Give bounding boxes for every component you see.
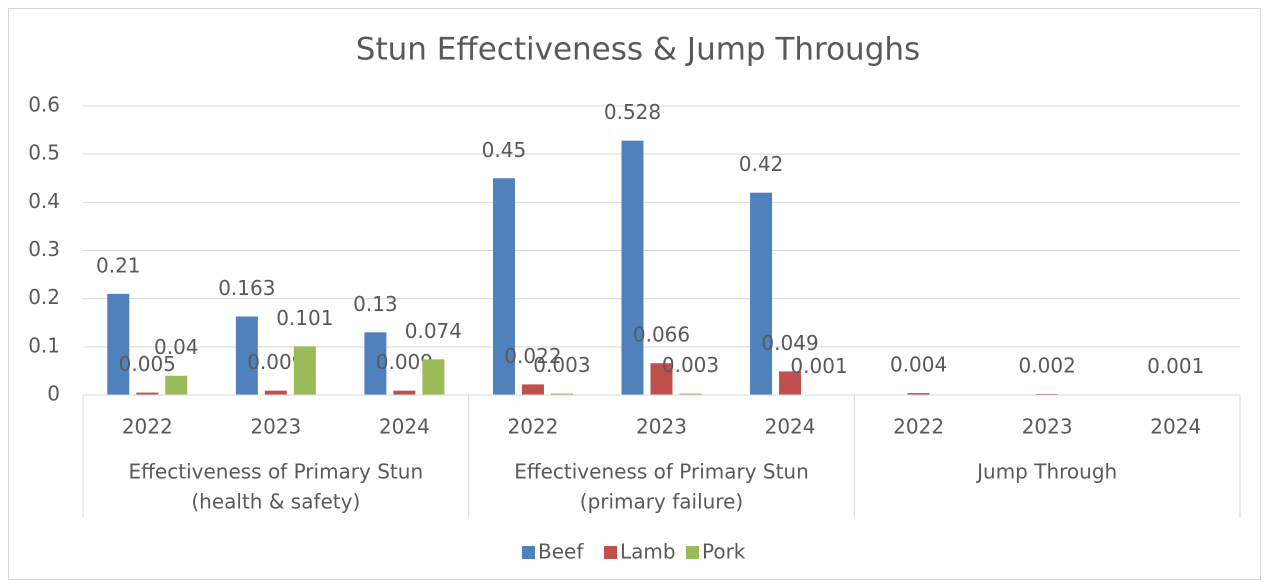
data-label: 0.049 <box>761 331 818 355</box>
data-label: 0.003 <box>662 353 719 377</box>
data-label: 0.066 <box>633 323 690 347</box>
legend-label: Beef <box>538 540 584 564</box>
bar <box>393 390 416 395</box>
data-label: 0.101 <box>276 306 333 330</box>
bar <box>107 293 130 395</box>
x-tick-label: 2024 <box>1150 415 1201 439</box>
y-tick-label: 0 <box>47 382 60 406</box>
bar <box>364 332 387 395</box>
data-label: 0.002 <box>1019 354 1076 378</box>
data-label: 0.001 <box>1147 354 1204 378</box>
y-tick-label: 0.4 <box>28 189 60 213</box>
data-label: 0.528 <box>604 100 661 124</box>
legend-label: Lamb <box>620 540 676 564</box>
bar <box>136 392 159 395</box>
data-label: 0.42 <box>739 152 784 176</box>
y-tick-label: 0.6 <box>28 93 60 117</box>
y-tick-label: 0.1 <box>28 333 60 357</box>
x-tick-label: 2022 <box>893 415 944 439</box>
data-label: 0.022 <box>504 344 561 368</box>
data-label: 0.001 <box>790 354 847 378</box>
bar <box>235 316 258 395</box>
bar <box>621 140 644 395</box>
legend-swatch <box>522 546 535 559</box>
legend-swatch <box>686 546 699 559</box>
bar <box>293 346 316 395</box>
y-tick-label: 0.3 <box>28 237 60 261</box>
data-label: 0.13 <box>353 292 398 316</box>
x-tick-label: 2023 <box>636 415 687 439</box>
chart-title: Stun Effectiveness & Jump Throughs <box>356 32 920 68</box>
x-tick-label: 2023 <box>250 415 301 439</box>
data-label: 0.163 <box>218 276 275 300</box>
group-label: Jump Through <box>975 460 1117 484</box>
y-tick-label: 0.2 <box>28 285 60 309</box>
data-label: 0.45 <box>482 138 527 162</box>
group-label: Effectiveness of Primary Stun <box>514 460 809 484</box>
x-tick-label: 2024 <box>379 415 430 439</box>
bar <box>521 384 544 395</box>
bar <box>165 375 188 395</box>
legend-label: Pork <box>702 540 746 564</box>
bar <box>750 192 773 395</box>
data-label: 0.003 <box>533 353 590 377</box>
bar <box>679 393 702 395</box>
bar <box>264 390 287 395</box>
legend-swatch <box>604 546 617 559</box>
group-label: (health & safety) <box>191 490 360 514</box>
bar <box>907 393 930 395</box>
data-label: 0.004 <box>890 353 947 377</box>
data-label: 0.21 <box>96 253 141 277</box>
bar <box>650 363 673 395</box>
bar <box>422 359 445 395</box>
y-tick-label: 0.5 <box>28 141 60 165</box>
bar <box>779 371 802 395</box>
x-tick-label: 2024 <box>765 415 816 439</box>
bar <box>492 178 515 395</box>
x-tick-label: 2022 <box>507 415 558 439</box>
data-label: 0.005 <box>119 352 176 376</box>
x-tick-label: 2022 <box>122 415 173 439</box>
bar <box>550 393 573 395</box>
data-label: 0.04 <box>154 335 199 359</box>
group-label: Effectiveness of Primary Stun <box>129 460 424 484</box>
group-label: (primary failure) <box>580 490 743 514</box>
data-label: 0.074 <box>405 319 462 343</box>
x-tick-label: 2023 <box>1022 415 1073 439</box>
